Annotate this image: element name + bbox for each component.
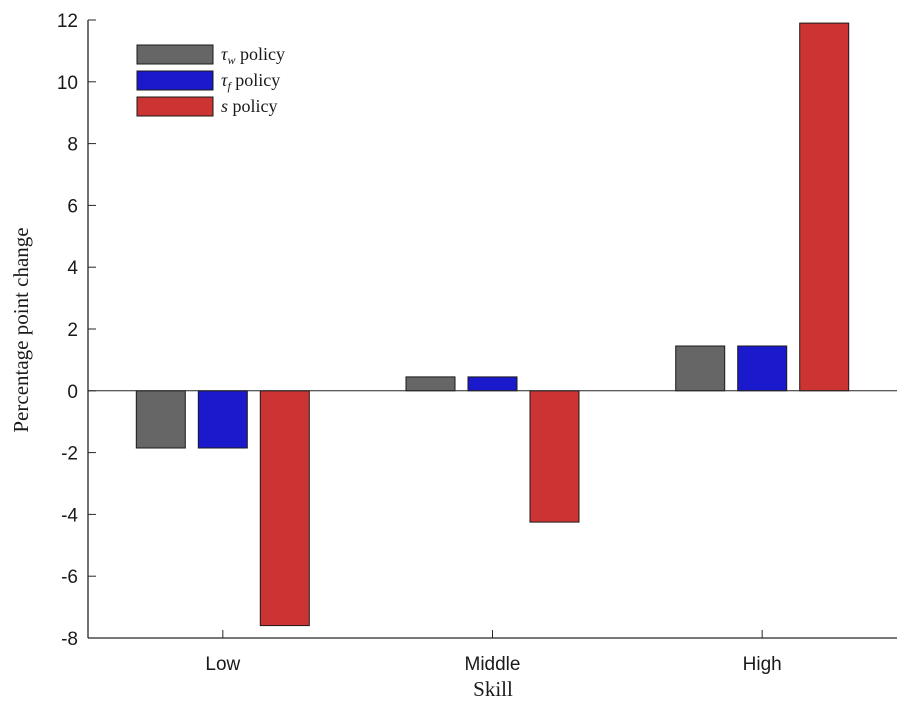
x-tick-label-low: Low — [205, 654, 240, 675]
y-tick-label: -8 — [61, 629, 78, 650]
legend: τw policy τf policy s policy — [136, 44, 285, 117]
legend-label-3: s policy — [221, 96, 278, 116]
bar-middle-series-1 — [405, 376, 456, 392]
legend-label-2: τf policy — [221, 70, 280, 93]
x-tick-label-middle: Middle — [465, 654, 521, 675]
y-tick-label: 2 — [67, 320, 78, 341]
bar-middle-series-3 — [529, 390, 580, 523]
y-tick-label: -2 — [61, 444, 78, 465]
y-tick-label: 10 — [57, 73, 78, 94]
bar-middle-series-2 — [467, 376, 518, 392]
bar-low-series-1 — [135, 390, 186, 449]
bar-high-series-1 — [675, 345, 726, 392]
x-tick-label-high: High — [743, 654, 782, 675]
bar-low-series-2 — [197, 390, 248, 449]
y-tick-label: 6 — [67, 196, 78, 217]
axes-layer: -8 -6 -4 -2 0 2 4 6 8 10 12 Low Middle High — [57, 11, 897, 675]
legend-label-1: τw policy — [221, 44, 285, 67]
x-axis-title: Skill — [473, 677, 513, 701]
bar-high-series-2 — [737, 345, 788, 392]
y-tick-label: -4 — [61, 505, 78, 526]
bar-low-series-3 — [259, 390, 310, 627]
legend-swatch-3 — [136, 96, 214, 117]
legend-swatch-1 — [136, 44, 214, 65]
legend-swatch-2 — [136, 70, 214, 91]
y-tick-label: 0 — [67, 382, 78, 403]
bar-high-series-3 — [799, 22, 850, 392]
y-tick-label: 12 — [57, 11, 78, 32]
y-tick-label: -6 — [61, 567, 78, 588]
y-axis-title: Percentage point change — [9, 227, 33, 432]
y-tick-label: 8 — [67, 135, 78, 156]
y-tick-label: 4 — [67, 258, 78, 279]
